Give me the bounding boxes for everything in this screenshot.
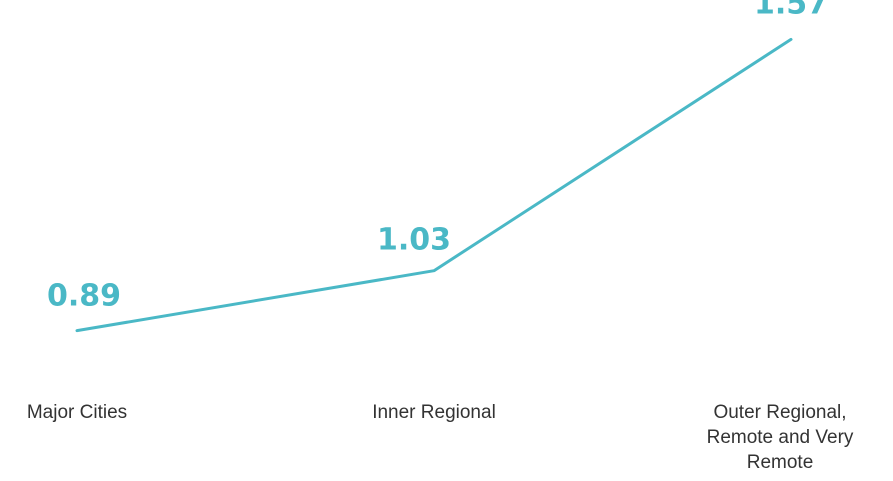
x-tick-label-line: Remote — [747, 452, 814, 473]
data-labels-layer: 0.89 1.03 1.57 — [47, 0, 828, 314]
x-tick-label-line: Outer Regional, — [713, 402, 846, 423]
x-tick-label: Outer Regional, Remote and Very Remote — [707, 402, 854, 473]
x-tick-label: Inner Regional — [372, 402, 496, 423]
x-tick-label-line: Inner Regional — [372, 402, 496, 423]
data-label: 0.89 — [47, 279, 121, 314]
series-line — [75, 37, 793, 333]
data-label: 1.03 — [377, 223, 451, 258]
x-tick-label-line: Remote and Very — [707, 427, 854, 448]
data-label: 1.57 — [754, 0, 828, 21]
series-layer — [75, 37, 793, 333]
x-tick-label-line: Major Cities — [27, 402, 127, 423]
x-tick-label: Major Cities — [27, 402, 127, 423]
x-axis-tick-labels: Major Cities Inner Regional Outer Regional… — [27, 402, 854, 473]
